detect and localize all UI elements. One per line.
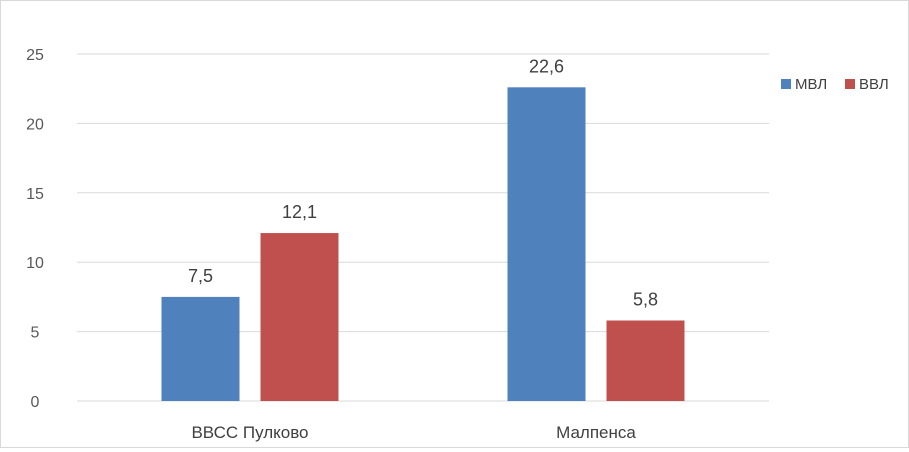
data-label: 22,6	[529, 56, 564, 76]
y-tick-label: 10	[26, 255, 44, 272]
data-label: 5,8	[633, 289, 658, 309]
legend-item: МВЛ	[781, 76, 827, 93]
bar	[161, 296, 240, 401]
x-axis-category-labels: ВВСС Пулково Малпенса	[191, 423, 636, 442]
y-tick-label: 5	[31, 325, 40, 342]
x-category-label: ВВСС Пулково	[191, 423, 308, 442]
bar	[260, 233, 339, 401]
legend-label: МВЛ	[795, 76, 827, 93]
y-tick-label: 20	[26, 116, 44, 133]
y-tick-label: 25	[26, 47, 44, 64]
y-axis-tick-labels: 0 5 10 15 20 25	[26, 47, 44, 411]
legend-swatch	[781, 79, 791, 89]
y-tick-label: 0	[31, 394, 40, 411]
bars	[161, 87, 685, 401]
legend: МВЛ ВВЛ	[781, 76, 889, 93]
bar	[606, 320, 685, 401]
data-labels: 7,5 12,1 22,6 5,8	[188, 56, 658, 309]
legend-swatch	[845, 79, 855, 89]
bar	[507, 87, 586, 401]
data-label: 12,1	[282, 202, 317, 222]
data-label: 7,5	[188, 266, 213, 286]
x-category-label: Малпенса	[556, 423, 636, 442]
legend-label: ВВЛ	[859, 76, 889, 93]
y-tick-label: 15	[26, 186, 44, 203]
legend-item: ВВЛ	[845, 76, 889, 93]
